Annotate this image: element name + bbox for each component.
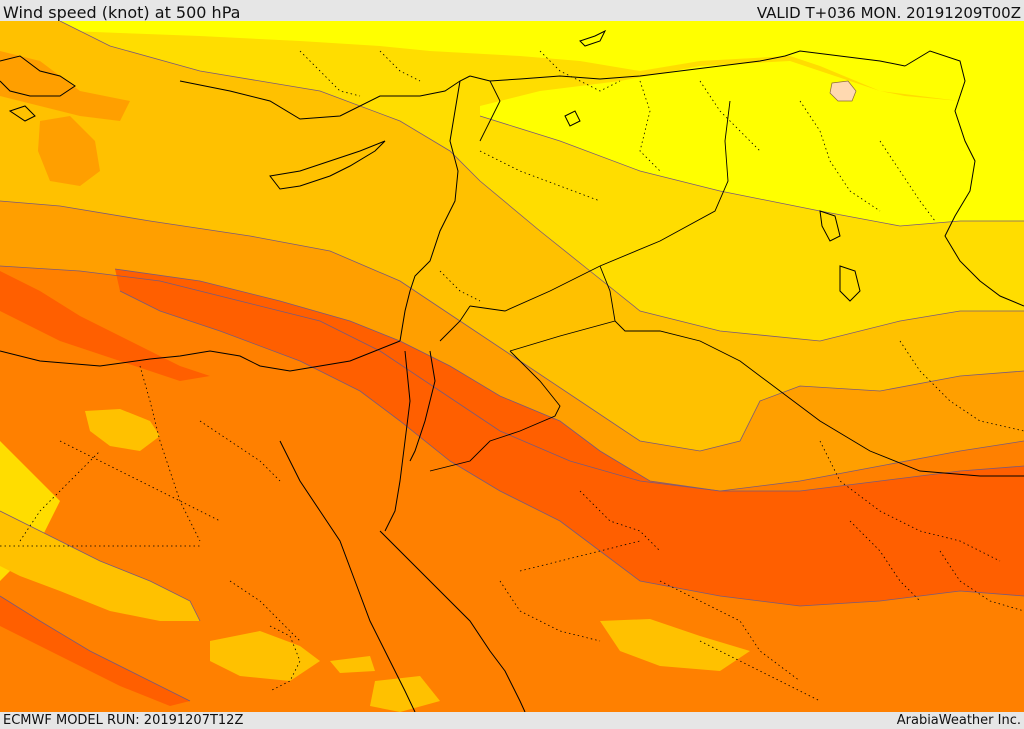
map-canvas: [0, 21, 1024, 712]
wind-band-red-orange-southwest: [0, 596, 190, 706]
wind-speed-map: [0, 21, 1024, 712]
wind-patch-light-orange-sudan: [330, 656, 375, 673]
title-bar: Wind speed (knot) at 500 hPa VALID T+036…: [0, 0, 1024, 22]
wind-patch-orange-northwest: [0, 51, 130, 121]
wind-patch-light-orange-libya: [85, 409, 160, 451]
wind-patch-pale-peach: [829, 80, 857, 102]
map-title: Wind speed (knot) at 500 hPa: [3, 3, 241, 22]
wind-band-red-orange-jet: [115, 269, 1024, 606]
internal-borders: [0, 50, 1024, 702]
wind-patch-light-orange-sw: [0, 511, 200, 621]
wind-band-red-orange-west: [0, 271, 210, 381]
coastlines: [0, 29, 1024, 712]
footer-bar: ECMWF MODEL RUN: 20191207T12Z ArabiaWeat…: [0, 712, 1024, 729]
valid-time: VALID T+036 MON. 20191209T00Z: [756, 4, 1021, 22]
contour-lines: [0, 21, 1024, 702]
model-run-label: ECMWF MODEL RUN: 20191207T12Z: [3, 713, 244, 728]
wind-patch-light-orange-se: [600, 619, 750, 671]
credit-label: ArabiaWeather Inc.: [896, 713, 1021, 728]
country-borders: [429, 80, 1024, 477]
wind-patch-light-orange-south-2: [370, 676, 440, 712]
wind-band-light-orange: [0, 21, 1024, 451]
wind-patch-light-orange-south: [210, 631, 320, 681]
wind-patch-orange-aegean: [38, 116, 100, 186]
wind-band-yellow: [60, 21, 1024, 226]
wind-band-orange: [0, 201, 1024, 491]
